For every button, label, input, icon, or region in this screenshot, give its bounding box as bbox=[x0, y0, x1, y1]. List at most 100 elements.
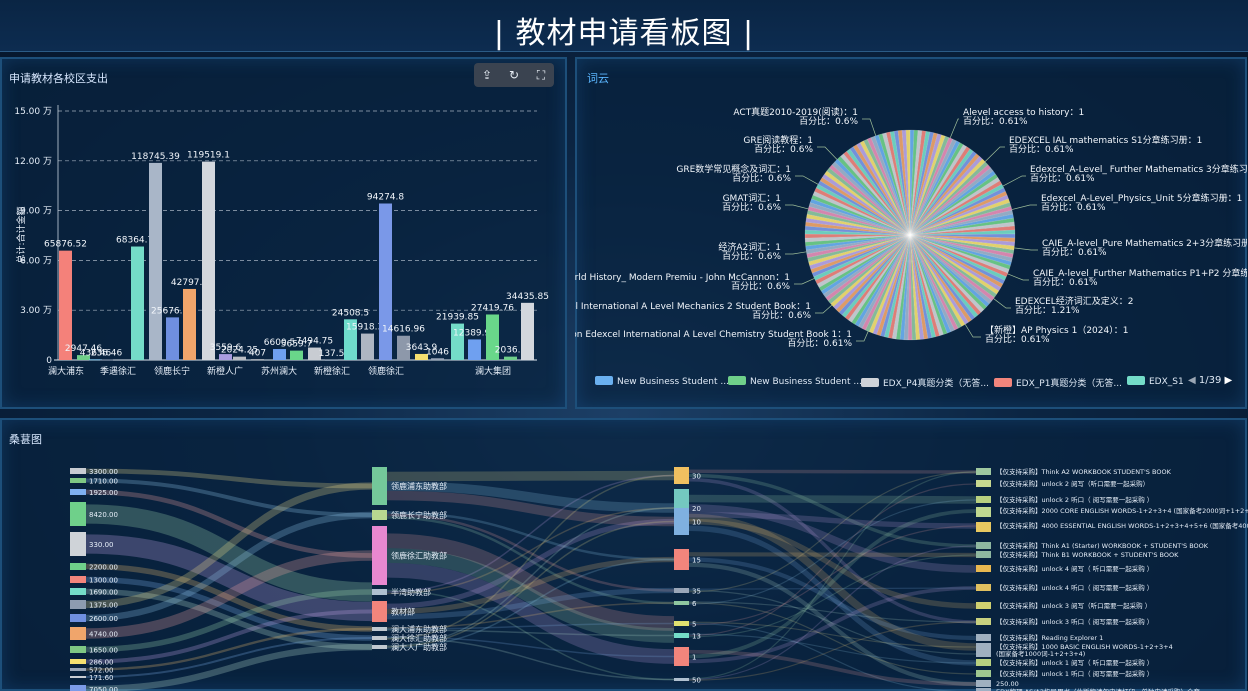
sankey-link bbox=[85, 589, 373, 653]
sankey-node-value: 30 bbox=[692, 473, 701, 481]
pie-legend: New Business Student ... New Business Stu… bbox=[595, 376, 1235, 390]
pie-label-percent: 百分比：0.61% bbox=[1009, 143, 1074, 155]
pie-label-name: Edexcel_A-Level_ Further Mathematics 3分章… bbox=[1030, 163, 1247, 175]
bar-data-label: 25676.85 bbox=[151, 306, 194, 316]
sankey-node-book bbox=[976, 565, 991, 572]
legend-item[interactable]: EDX_P1真题分类（无答... bbox=[994, 376, 1122, 389]
legend-item[interactable]: EDX_S1 bbox=[1127, 376, 1184, 388]
refresh-icon[interactable]: ↻ bbox=[508, 68, 520, 82]
sankey-node-book bbox=[976, 618, 991, 625]
sankey-node-left bbox=[70, 659, 86, 664]
pie-label-line bbox=[1011, 204, 1037, 210]
fullscreen-icon[interactable]: ⛶ bbox=[536, 68, 546, 82]
pie-label-line bbox=[1014, 247, 1038, 251]
sankey-book-label: 【仅支持采购】Think A2 WORKBOOK STUDENT'S BOOK bbox=[996, 467, 1172, 476]
sankey-node-book bbox=[976, 650, 991, 657]
sankey-book-label: EDX物理 AS/A2指导用书（此版物请勿申请打印，单独申请采购）全套 bbox=[996, 687, 1200, 691]
legend-item[interactable]: New Business Student ... bbox=[728, 376, 862, 388]
legend-page: 1/39 bbox=[1198, 375, 1222, 386]
sankey-link bbox=[386, 513, 675, 592]
pie-label-name: ACT真题2010-2019(阅读)：1 bbox=[733, 106, 858, 118]
x-tick-label: 新橙徐汇 bbox=[314, 365, 350, 377]
sankey-link bbox=[688, 525, 977, 666]
sankey-link bbox=[386, 629, 675, 637]
sankey-node-left bbox=[70, 668, 86, 671]
legend-item[interactable]: EDX_P4真题分类（无答... bbox=[861, 376, 990, 389]
pie-label-percent: 百分比：0.6% bbox=[722, 250, 781, 262]
sankey-node-label: 2200.00 bbox=[89, 564, 118, 572]
bar bbox=[59, 250, 72, 360]
sankey-book-label: 【仅支持采购】unlock 1 听口（ 阅写需要一起采购 ） bbox=[996, 669, 1153, 678]
x-tick-label: 领鹿长宁 bbox=[154, 365, 190, 377]
sankey-link bbox=[386, 516, 675, 605]
sankey-book-label: 【仅支持采购】unlock 1 阅写（ 听口需要一起采购 ） bbox=[996, 658, 1153, 667]
legend-label: EDX_P4真题分类（无答... bbox=[883, 379, 990, 389]
sankey-department-label: 领鹿长宁助教部 bbox=[391, 510, 447, 520]
legend-next-icon[interactable]: ▶ bbox=[1224, 375, 1233, 386]
sankey-node-book bbox=[976, 522, 991, 532]
sankey-node-mid bbox=[674, 549, 689, 570]
pie-label-line bbox=[1002, 175, 1026, 187]
sankey-link bbox=[85, 534, 373, 622]
sankey-link bbox=[85, 588, 373, 650]
legend-swatch bbox=[861, 378, 879, 387]
download-icon[interactable]: ⇪ bbox=[481, 68, 493, 82]
pie-label-line bbox=[815, 304, 833, 314]
sankey-node-label: 1650.00 bbox=[89, 647, 118, 655]
bar-data-label: 119519.1 bbox=[187, 151, 230, 161]
bar-data-label: 27419.76 bbox=[471, 303, 514, 313]
sankey-node-book bbox=[976, 680, 991, 687]
sankey-node-value: 50 bbox=[692, 677, 701, 685]
sankey-node-book bbox=[976, 688, 991, 691]
bar-data-label: 1046 bbox=[426, 347, 449, 357]
bar-data-label: 24508.5 bbox=[332, 308, 369, 318]
sankey-node-label: 1300.00 bbox=[89, 577, 118, 585]
sankey-link bbox=[688, 471, 977, 680]
legend-swatch bbox=[595, 376, 613, 385]
legend-prev-icon[interactable]: ◀ bbox=[1188, 375, 1196, 386]
sankey-node-label: 3300.00 bbox=[89, 468, 118, 476]
bar bbox=[325, 359, 338, 361]
sankey-department-label: 澜大人广助教部 bbox=[391, 642, 447, 652]
sankey-book-label: 【仅支持采购】unlock 4 听口（ 阅写需要一起采购 ） bbox=[996, 583, 1153, 592]
pie-label-name: GRE数学常见概念及词汇：1 bbox=[676, 163, 791, 175]
bar bbox=[131, 246, 144, 360]
sankey-link bbox=[85, 511, 373, 622]
bar-data-label: 3643.9 bbox=[406, 343, 438, 353]
x-tick-label: 领鹿徐汇 bbox=[368, 365, 404, 377]
sankey-link bbox=[386, 481, 675, 513]
sankey-link bbox=[688, 586, 977, 664]
y-tick-label: 12.00 万 bbox=[14, 157, 52, 167]
sankey-node-label: 1375.00 bbox=[89, 602, 118, 610]
y-tick-label: 0 bbox=[46, 356, 52, 366]
sankey-node-label: 2600.00 bbox=[89, 615, 118, 623]
bar-data-label: 7494.75 bbox=[296, 337, 333, 347]
sankey-node-mid bbox=[674, 678, 689, 681]
bar-data-label: 118745.39 bbox=[131, 152, 180, 162]
pie-label-line bbox=[862, 118, 877, 136]
sankey-node-label: 1925.00 bbox=[89, 489, 118, 497]
sankey-link bbox=[386, 548, 675, 643]
header: | 教材申请看板图 | bbox=[0, 0, 1248, 52]
sankey-book-label: 【仅支持采购】unlock 3 阅写（听口需要一起采购 ） bbox=[996, 601, 1151, 610]
sankey-book-label: 【仅支持采购】unlock 2 阅写（听口需要一起采购） bbox=[996, 479, 1149, 488]
sankey-link bbox=[688, 622, 960, 691]
pie-label-percent: 百分比：0.6% bbox=[732, 172, 791, 184]
legend-item[interactable]: New Business Student ... bbox=[595, 376, 729, 388]
pie-label-line bbox=[984, 146, 1005, 162]
sankey-department-label: 教材部 bbox=[391, 607, 415, 617]
sankey-node-label: 8420.00 bbox=[89, 511, 118, 519]
sankey-department-label: 领鹿浦东助教部 bbox=[391, 481, 447, 491]
bar bbox=[273, 349, 286, 360]
bar-data-label: 21939.85 bbox=[436, 313, 479, 323]
bar-chart: 0 3.00 万 6.00 万 9.00 万 12.00 万 15.00 万总计:合计金额… bbox=[14, 105, 549, 377]
bar bbox=[468, 339, 481, 360]
bar-data-label: 5659.7 bbox=[281, 340, 313, 350]
sankey-node-book bbox=[976, 551, 991, 558]
bar-data-label: 68364.75 bbox=[116, 236, 159, 246]
bar bbox=[100, 359, 113, 361]
legend-label: New Business Student ... bbox=[750, 377, 862, 387]
pie-label-percent: 百分比：0.61% bbox=[1041, 201, 1106, 213]
pie-label-percent: 百分比：0.6% bbox=[754, 143, 813, 155]
